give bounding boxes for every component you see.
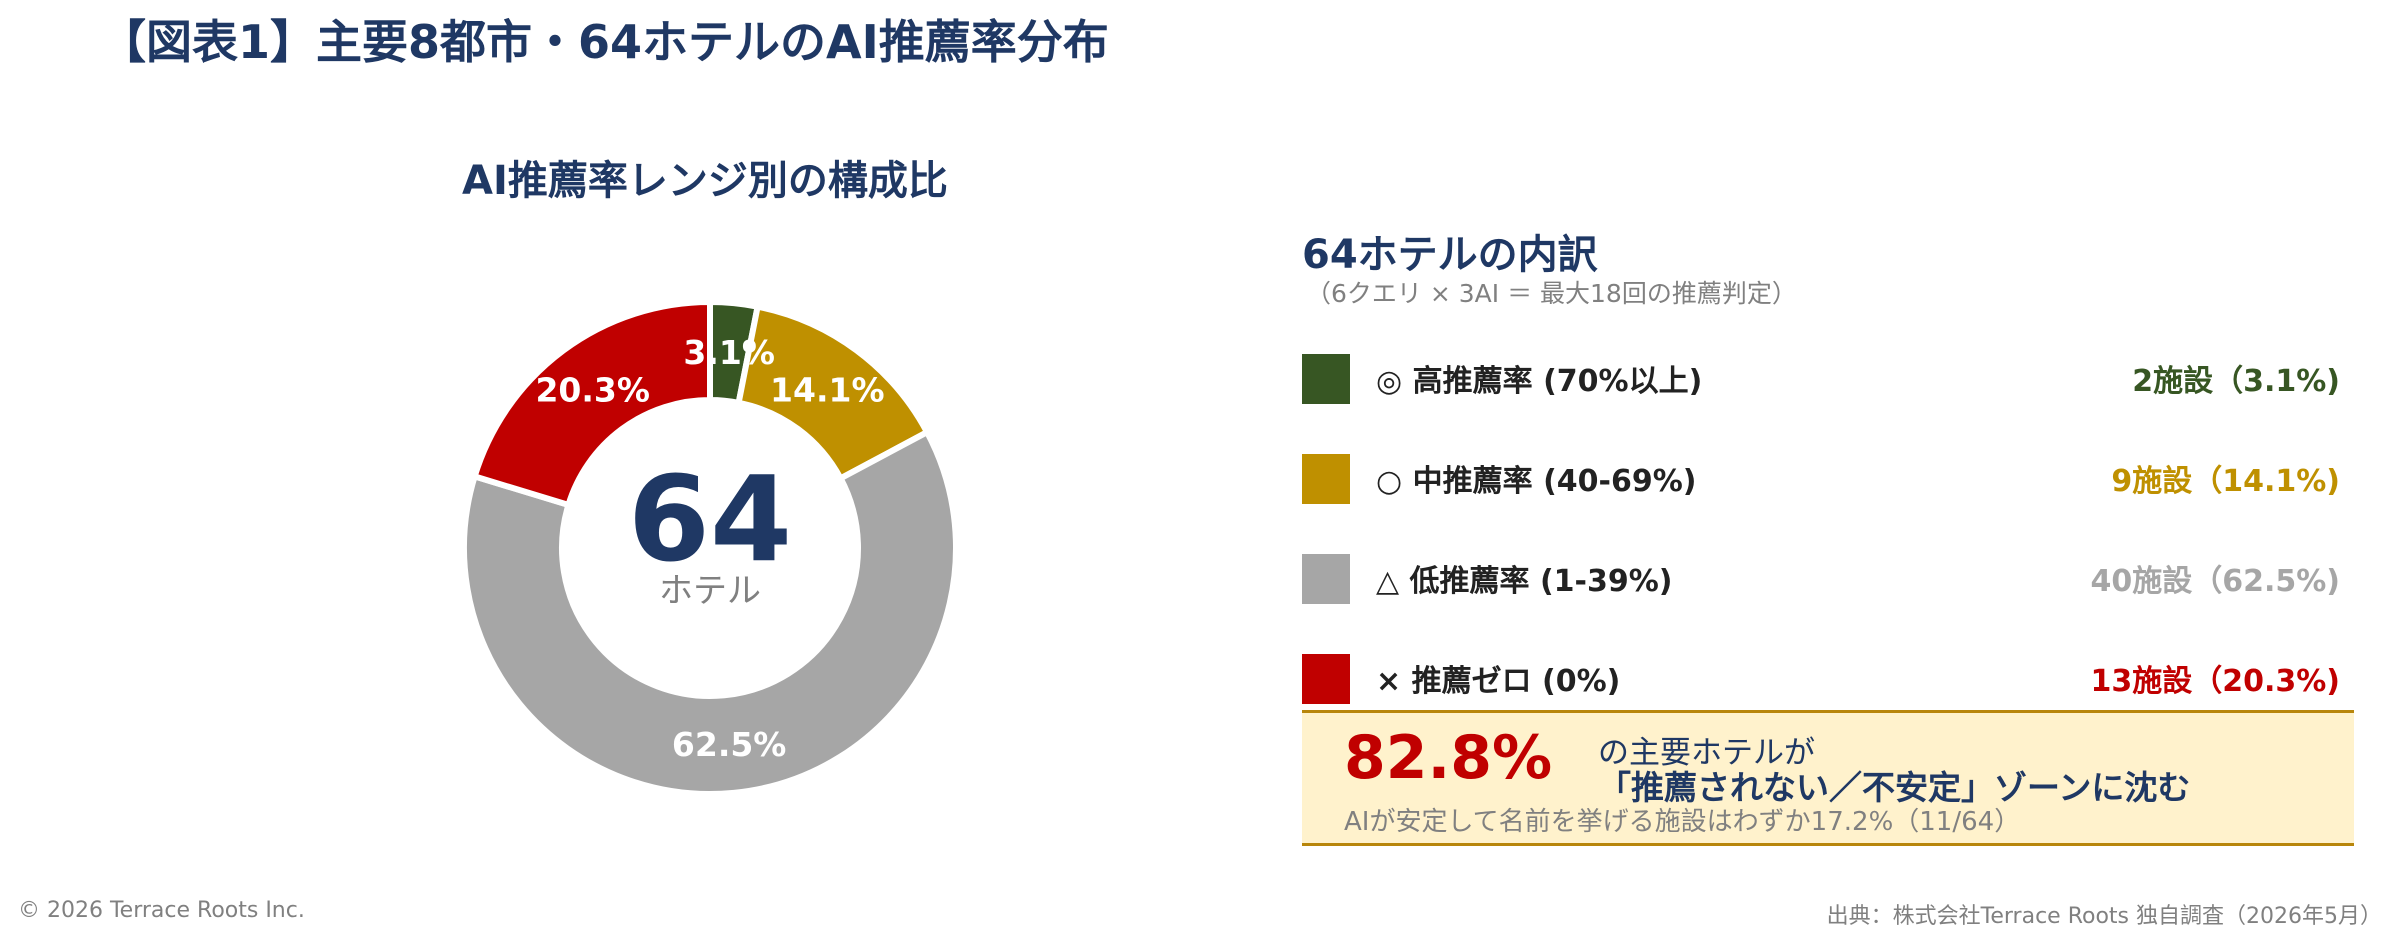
legend-label-mid: ○ 中推薦率 (40-69%): [1376, 464, 1697, 499]
center-value: 64: [628, 450, 792, 588]
legend-count-mid: 9施設（14.1%): [2111, 464, 2340, 499]
donut-label-low: 62.5%: [672, 725, 787, 764]
donut-slice-zero: [470, 298, 713, 509]
breakdown-subtitle: （6クエリ × 3AI ＝ 最大18回の推薦判定）: [1306, 279, 1797, 308]
callout-line1: の主要ホテルが: [1598, 735, 1815, 771]
legend-swatch-mid: [1302, 454, 1350, 504]
legend-count-zero: 13施設（20.3%): [2090, 664, 2340, 699]
donut-slice-low: [461, 428, 959, 797]
donut-label-zero: 20.3%: [535, 371, 650, 410]
callout-line2: 「推薦されない／不安定」ゾーンに沈む: [1598, 768, 2191, 807]
legend-row-zero: × 推薦ゼロ (0%) 13施設（20.3%): [1302, 652, 2340, 704]
legend-row-high: ◎ 高推薦率 (70%以上) 2施設（3.1%): [1302, 352, 2340, 404]
legend-label-low: △ 低推薦率 (1-39%): [1376, 564, 1673, 599]
summary-callout: 82.8% の主要ホテルが 「推薦されない／不安定」ゾーンに沈む AIが安定して…: [1302, 710, 2354, 846]
source-note: 出典：株式会社Terrace Roots 独自調査（2026年5月）: [1826, 904, 2382, 929]
legend-label-zero: × 推薦ゼロ (0%): [1376, 664, 1621, 699]
chart-title: AI推薦率レンジ別の構成比: [462, 158, 948, 204]
breakdown-title: 64ホテルの内訳: [1302, 232, 1598, 278]
legend-row-low: △ 低推薦率 (1-39%) 40施設（62.5%): [1302, 552, 2340, 604]
callout-percentage: 82.8%: [1344, 723, 1553, 793]
copyright: © 2026 Terrace Roots Inc.: [18, 898, 305, 923]
donut-label-mid: 14.1%: [770, 371, 885, 410]
callout-note: AIが安定して名前を挙げる施設はわずか17.2%（11/64）: [1344, 807, 2021, 837]
legend-swatch-low: [1302, 554, 1350, 604]
page-title: 【図表1】主要8都市・64ホテルのAI推薦率分布: [100, 15, 1109, 69]
donut-label-high: 3.1%: [683, 333, 775, 372]
legend-count-high: 2施設（3.1%): [2132, 364, 2340, 399]
legend-swatch-zero: [1302, 654, 1350, 704]
donut-chart: 3.1%14.1% 62.5% 20.3% 64 ホテル: [461, 298, 959, 797]
legend-swatch-high: [1302, 354, 1350, 404]
legend-row-mid: ○ 中推薦率 (40-69%) 9施設（14.1%): [1302, 452, 2340, 504]
legend-label-high: ◎ 高推薦率 (70%以上): [1376, 364, 1703, 399]
center-label: ホテル: [659, 571, 761, 611]
legend-count-low: 40施設（62.5%): [2090, 564, 2340, 599]
